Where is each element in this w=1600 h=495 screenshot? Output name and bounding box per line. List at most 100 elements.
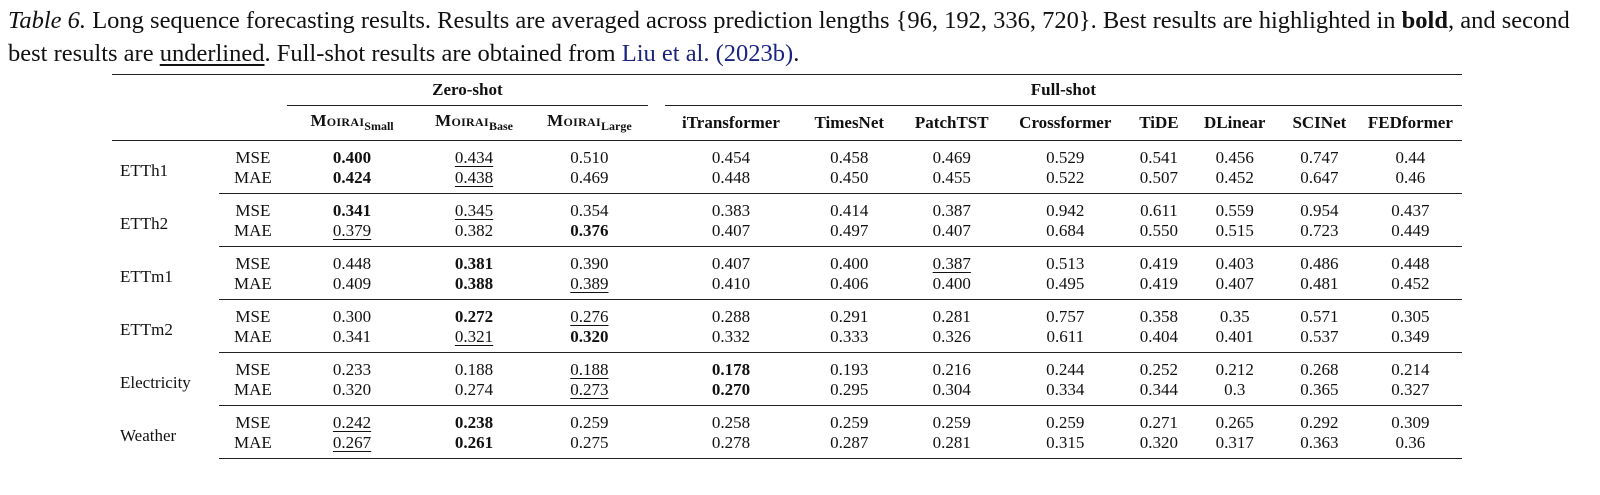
cell-value: 0.407 bbox=[932, 221, 971, 240]
value-cell: 0.259 bbox=[901, 406, 1002, 434]
value-cell: 0.309 bbox=[1359, 406, 1462, 434]
cell-value: 0.954 bbox=[1300, 201, 1339, 220]
cell-value: 0.400 bbox=[932, 274, 971, 293]
cell-value: 0.383 bbox=[711, 201, 751, 220]
cell-value: 0.381 bbox=[454, 254, 494, 273]
cell-value: 0.317 bbox=[1215, 433, 1254, 452]
cell-value: 0.419 bbox=[1139, 274, 1179, 293]
value-cell: 0.458 bbox=[797, 141, 901, 169]
value-cell: 0.259 bbox=[797, 406, 901, 434]
cell-value: 0.354 bbox=[570, 201, 609, 220]
value-cell: 0.469 bbox=[531, 168, 648, 194]
cell-value: 0.571 bbox=[1300, 307, 1339, 326]
cell-value: 0.216 bbox=[932, 360, 971, 379]
metric-label: MAE bbox=[218, 168, 288, 194]
cell-value: 0.35 bbox=[1219, 307, 1250, 326]
cell-value: 0.507 bbox=[1139, 168, 1179, 187]
value-cell: 0.407 bbox=[1189, 274, 1280, 300]
value-cell: 0.424 bbox=[287, 168, 417, 194]
value-cell: 0.271 bbox=[1128, 406, 1189, 434]
cell-value: 0.259 bbox=[932, 413, 971, 432]
value-cell: 0.334 bbox=[1002, 380, 1129, 406]
cell-value: 0.278 bbox=[711, 433, 751, 452]
dataset-label: ETTm2 bbox=[120, 319, 173, 339]
value-cell: 0.320 bbox=[531, 327, 648, 353]
value-cell: 0.275 bbox=[531, 433, 648, 459]
value-cell: 0.259 bbox=[1002, 406, 1128, 434]
value-cell: 0.363 bbox=[1279, 433, 1359, 459]
value-cell: 0.305 bbox=[1359, 300, 1462, 328]
value-cell: 0.452 bbox=[1358, 274, 1462, 300]
dataset-label: Electricity bbox=[120, 372, 191, 392]
cell-value: 0.537 bbox=[1300, 327, 1339, 346]
cell-value: 0.448 bbox=[1391, 254, 1430, 273]
metric-label: MAE bbox=[218, 327, 288, 353]
metric-label: MSE bbox=[235, 360, 271, 379]
value-cell: 0.267 bbox=[287, 433, 417, 459]
value-cell: 0.216 bbox=[901, 353, 1002, 381]
cell-value: 0.469 bbox=[932, 148, 971, 167]
cell-value: 0.434 bbox=[454, 148, 494, 167]
cell-value: 0.188 bbox=[454, 360, 494, 379]
cell-value: 0.611 bbox=[1140, 201, 1178, 220]
table-row: ETTh2 MSE 0.341 0.345 0.354 0.383 0.414 0.387 0.… bbox=[112, 194, 1462, 233]
cell-value: 0.268 bbox=[1300, 360, 1339, 379]
cell-value: 0.261 bbox=[454, 433, 494, 452]
cell-value: 0.332 bbox=[711, 327, 751, 346]
value-cell: 0.434 bbox=[417, 141, 531, 169]
value-cell: 0.495 bbox=[1002, 274, 1129, 300]
cell-value: 0.723 bbox=[1300, 221, 1339, 240]
value-cell: 0.529 bbox=[1002, 141, 1128, 169]
value-cell: 0.188 bbox=[531, 353, 647, 381]
cell-value: 0.214 bbox=[1391, 360, 1430, 379]
cell-value: 0.275 bbox=[570, 433, 609, 452]
cell-value: 0.390 bbox=[570, 254, 609, 273]
metric-label: MSE bbox=[235, 201, 271, 220]
cell-value: 0.529 bbox=[1046, 148, 1085, 167]
model-header-row: MoiraiSmall MoiraiBase MoiraiLarge iTran… bbox=[112, 105, 1462, 141]
value-cell: 0.326 bbox=[901, 327, 1003, 353]
cell-value: 0.404 bbox=[1139, 327, 1179, 346]
value-cell: 0.300 bbox=[287, 300, 417, 328]
value-cell: 0.270 bbox=[664, 380, 798, 406]
cell-value: 0.271 bbox=[1139, 413, 1179, 432]
cell-value: 0.304 bbox=[932, 380, 971, 399]
value-cell: 0.541 bbox=[1128, 141, 1189, 169]
model-header-crossformer: Crossformer bbox=[1002, 105, 1129, 141]
value-cell: 0.438 bbox=[416, 168, 532, 194]
full-shot-header: Full-shot bbox=[664, 74, 1462, 106]
cell-value: 0.267 bbox=[332, 433, 372, 452]
cell-value: 0.281 bbox=[932, 433, 971, 452]
column-gap bbox=[648, 406, 665, 434]
value-cell: 0.481 bbox=[1279, 274, 1359, 300]
metric-label: MAE bbox=[218, 433, 288, 459]
cell-value: 0.259 bbox=[570, 413, 609, 432]
cell-value: 0.458 bbox=[830, 148, 869, 167]
cell-value: 0.258 bbox=[711, 413, 751, 432]
value-cell: 0.390 bbox=[531, 247, 647, 275]
value-cell: 0.757 bbox=[1002, 300, 1128, 328]
cell-value: 0.407 bbox=[711, 254, 751, 273]
value-cell: 0.448 bbox=[1359, 247, 1462, 275]
value-cell: 0.35 bbox=[1189, 300, 1280, 328]
cell-value: 0.513 bbox=[1046, 254, 1085, 273]
cell-value: 0.288 bbox=[711, 307, 751, 326]
value-cell: 0.537 bbox=[1279, 327, 1359, 353]
cell-value: 0.376 bbox=[570, 221, 609, 240]
value-cell: 0.188 bbox=[417, 353, 531, 381]
value-cell: 0.400 bbox=[901, 274, 1003, 300]
cell-value: 0.424 bbox=[332, 168, 372, 187]
model-header-fedformer: FEDformer bbox=[1358, 105, 1462, 141]
value-cell: 0.278 bbox=[664, 433, 798, 459]
cell-value: 0.486 bbox=[1300, 254, 1339, 273]
value-cell: 0.942 bbox=[1002, 194, 1128, 222]
value-cell: 0.401 bbox=[1189, 327, 1280, 353]
column-gap bbox=[647, 433, 665, 459]
table-row: MAE 0.341 0.321 0.320 0.332 0.333 0.326 0.611 0.… bbox=[112, 327, 1462, 353]
table-label: Table 6. bbox=[8, 7, 87, 34]
table-row: ETTh1 MSE 0.400 0.434 0.510 0.454 0.458 0.469 0.… bbox=[112, 141, 1462, 180]
cell-value: 0.345 bbox=[454, 201, 494, 220]
value-cell: 0.304 bbox=[901, 380, 1003, 406]
citation-link[interactable]: Liu et al. (2023b) bbox=[621, 40, 794, 67]
metric-label: MAE bbox=[218, 274, 288, 300]
